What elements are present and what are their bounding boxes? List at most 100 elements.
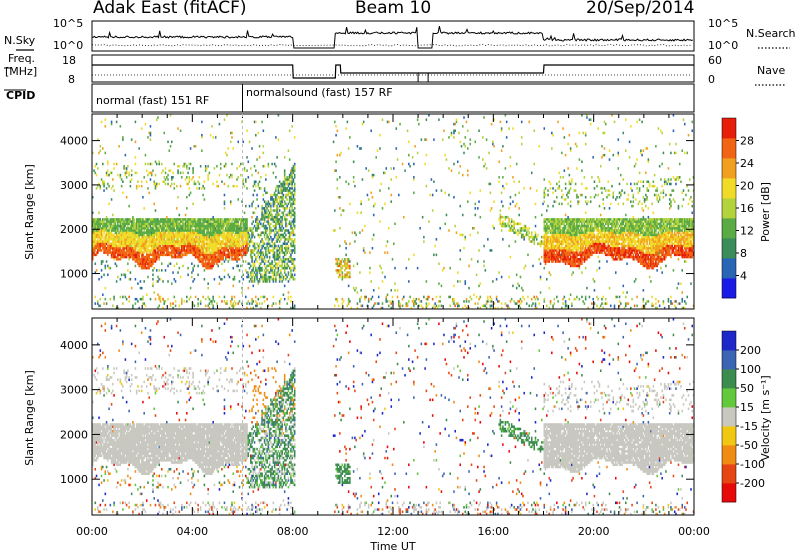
power-cell — [253, 244, 256, 248]
power-cell — [270, 275, 272, 279]
power-cell — [163, 300, 166, 303]
power-cell — [99, 249, 102, 252]
power-cell — [543, 300, 546, 303]
power-cell — [164, 235, 167, 239]
power-cell — [270, 222, 272, 226]
power-cell — [150, 258, 153, 261]
power-cell — [107, 253, 109, 257]
power-cell — [153, 249, 155, 252]
power-cell — [162, 280, 164, 283]
power-cell — [167, 235, 169, 239]
power-cell — [98, 182, 100, 186]
power-cell — [564, 153, 567, 157]
power-cell — [199, 235, 202, 239]
power-cell — [207, 235, 209, 239]
power-cell — [552, 224, 554, 228]
power-cell — [440, 284, 443, 288]
power-cell — [163, 180, 166, 183]
power-cell — [556, 251, 558, 254]
power-cell — [174, 240, 177, 243]
power-cell — [145, 220, 148, 223]
power-cell — [203, 238, 206, 241]
power-cell — [428, 220, 430, 223]
power-cell — [129, 224, 132, 228]
power-cell — [206, 266, 208, 270]
power-cell — [246, 169, 248, 172]
power-cell — [347, 300, 350, 303]
power-cell — [143, 176, 145, 179]
power-cell — [179, 242, 182, 246]
power-cell — [139, 260, 142, 263]
power-cell — [164, 300, 167, 303]
power-cell — [273, 255, 276, 259]
power-cell — [123, 246, 125, 250]
power-cell — [189, 251, 192, 254]
power-cell — [339, 176, 341, 179]
power-cell — [246, 242, 248, 246]
power-cell — [571, 258, 573, 261]
power-cell — [257, 269, 260, 272]
power-cell — [167, 246, 169, 250]
power-cell — [128, 229, 130, 232]
power-cell — [218, 251, 221, 254]
power-cell — [359, 271, 361, 274]
power-cell — [277, 235, 280, 239]
power-cell — [287, 297, 290, 301]
power-cell — [414, 145, 416, 148]
power-cell — [118, 253, 120, 257]
power-cell — [293, 218, 296, 221]
power-cell — [129, 277, 132, 281]
power-cell — [236, 178, 238, 181]
power-cell — [147, 220, 149, 223]
power-cell — [461, 213, 464, 217]
power-cell — [265, 273, 267, 277]
power-cell — [181, 302, 183, 305]
power-cell — [535, 238, 538, 241]
power-cell — [428, 302, 430, 305]
power-cell — [127, 220, 129, 223]
power-cell — [275, 136, 277, 139]
power-cell — [133, 258, 135, 261]
power-cell — [538, 242, 541, 246]
power-cell — [152, 231, 154, 234]
power-cell — [117, 229, 119, 232]
power-cell — [150, 220, 153, 223]
power-cell — [551, 229, 553, 232]
power-cell — [255, 207, 257, 210]
power-cell — [129, 246, 132, 250]
power-cell — [208, 244, 211, 248]
nsky-panel-frame — [91, 20, 695, 52]
power-cell — [124, 167, 127, 170]
power-cell — [275, 209, 277, 212]
power-cell — [282, 195, 285, 199]
power-cell — [132, 253, 134, 257]
power-cell — [528, 304, 530, 308]
power-cell — [231, 242, 233, 246]
power-cell — [566, 244, 568, 248]
power-cell — [143, 260, 145, 263]
power-cell — [135, 227, 138, 230]
nave-tick-bottom: 0 — [708, 73, 715, 86]
power-cell — [119, 242, 122, 246]
power-cell — [217, 258, 219, 261]
power-cell — [219, 277, 222, 281]
power-cell — [152, 262, 154, 265]
power-cell — [461, 306, 464, 310]
power-cell — [242, 162, 245, 166]
power-cell — [553, 244, 556, 248]
power-cell — [551, 231, 553, 234]
power-cell — [198, 251, 201, 254]
power-cell — [544, 242, 547, 246]
power-cell — [174, 231, 177, 234]
power-cell — [282, 213, 285, 217]
power-cell — [469, 295, 472, 299]
power-cell — [194, 253, 197, 257]
power-cell — [181, 229, 183, 232]
power-cell — [256, 255, 258, 259]
power-cell — [137, 180, 139, 183]
power-cell — [227, 147, 229, 150]
power-cell — [278, 306, 281, 310]
power-cell — [132, 306, 134, 310]
power-cell — [242, 218, 245, 221]
power-cell — [211, 251, 213, 254]
